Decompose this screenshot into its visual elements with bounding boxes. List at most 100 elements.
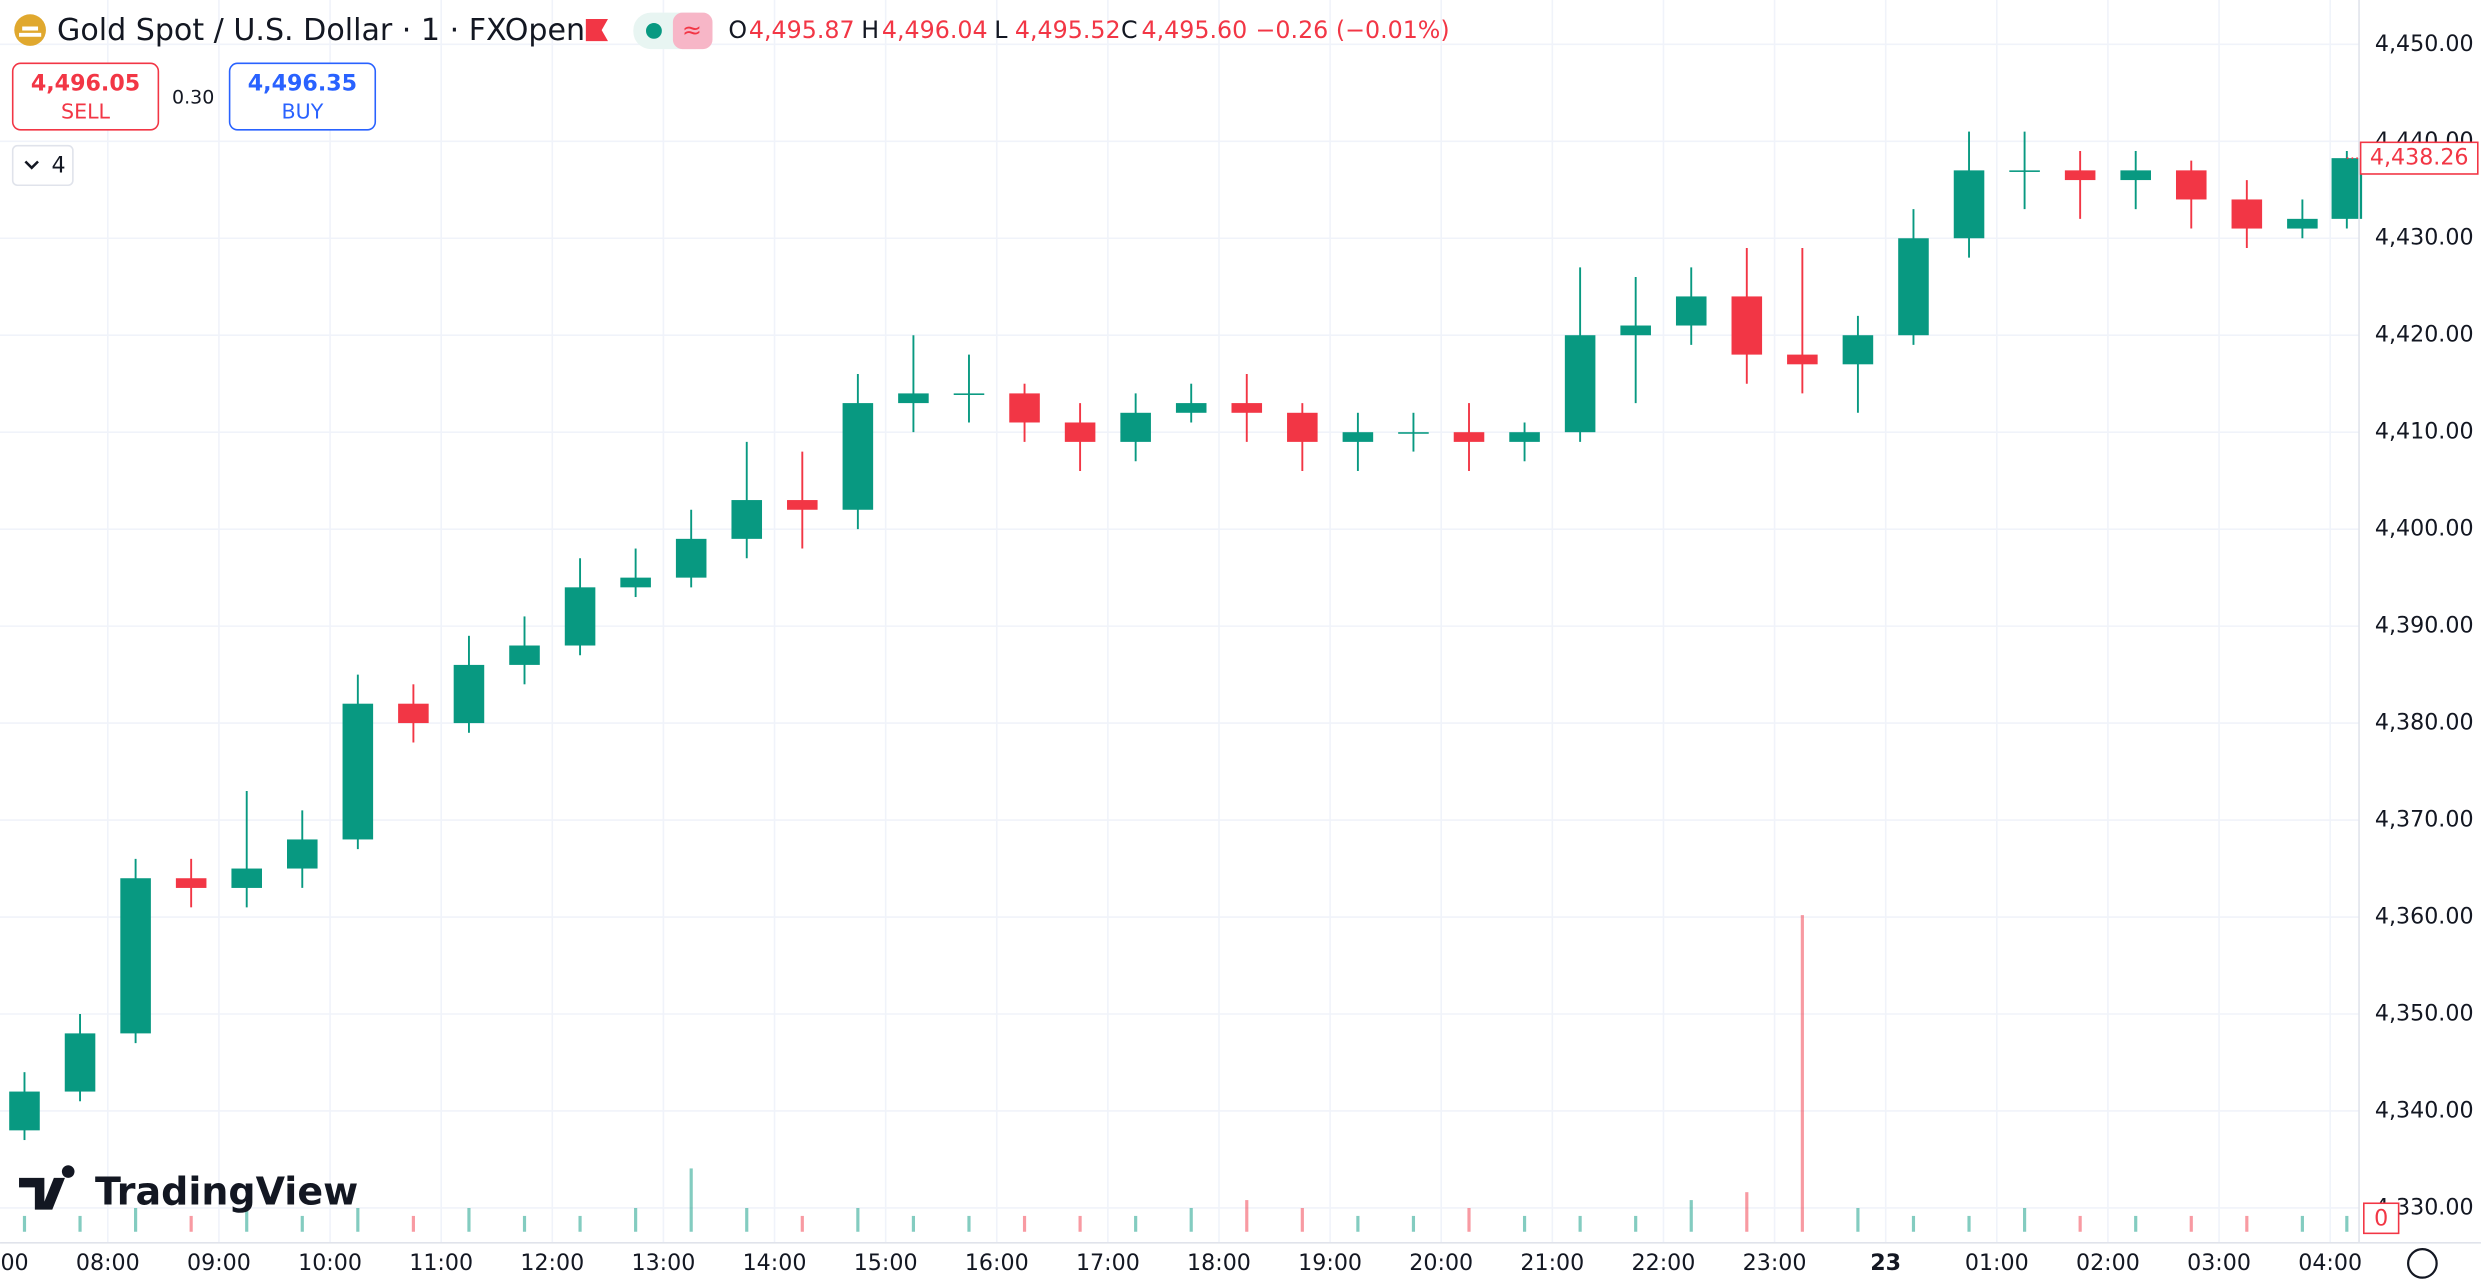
y-tick-label: 4,400.00 — [2375, 516, 2474, 542]
x-tick-label: 09:00 — [187, 1250, 251, 1276]
x-tick-label: 03:00 — [2187, 1250, 2251, 1276]
candle-body — [1787, 354, 1818, 365]
candle-body — [731, 500, 763, 539]
logo-text[interactable]: TradingView — [95, 1169, 358, 1213]
y-tick-label: 4,370.00 — [2375, 807, 2474, 833]
x-tick-label: 12:00 — [520, 1250, 584, 1276]
candle-body — [620, 577, 651, 588]
x-tick-label: 02:00 — [2076, 1250, 2140, 1276]
volume-bar — [245, 1208, 249, 1232]
volume-bar — [689, 1168, 693, 1232]
candle-body — [342, 703, 374, 840]
candle-body — [953, 393, 985, 395]
ohlc-value: 4,495.87 — [749, 16, 855, 44]
ohlc-key: O — [728, 16, 747, 44]
indicators-count: 4 — [52, 153, 66, 179]
candle-body — [2120, 170, 2151, 181]
volume-bar — [911, 1215, 916, 1232]
volume-bar — [1189, 1208, 1193, 1232]
x-tick-label: 13:00 — [631, 1250, 695, 1276]
volume-bar — [2245, 1215, 2249, 1232]
candle-body — [675, 538, 707, 578]
volume-bar — [1689, 1200, 1693, 1232]
candle-body — [398, 703, 429, 724]
buy-button[interactable] — [228, 62, 377, 131]
volume-bar — [467, 1208, 471, 1232]
sell-button[interactable] — [11, 62, 160, 131]
volume-bar — [2134, 1215, 2138, 1232]
candle-body — [1509, 432, 1540, 442]
volume-bar — [522, 1215, 527, 1232]
x-tick-label: 04:00 — [2298, 1250, 2362, 1276]
volume-bar — [1467, 1208, 1471, 1232]
candle-body — [564, 587, 596, 646]
flag-icon[interactable] — [585, 18, 608, 42]
change: −0.26 (−0.01%) — [1256, 16, 1450, 44]
buy-price: 4,496.35 — [248, 70, 357, 96]
candle-body — [787, 500, 818, 510]
candle-body — [1564, 335, 1596, 433]
volume-bar — [1578, 1215, 1582, 1232]
symbol-icon-glyph — [19, 26, 42, 37]
candle-body — [1898, 238, 1929, 336]
candle-body — [509, 645, 540, 665]
volume-bar — [1300, 1208, 1304, 1232]
ohlc-value: 4,496.04 — [882, 16, 988, 44]
volume-bar — [1411, 1215, 1416, 1232]
candle-body — [1175, 403, 1207, 413]
settings-icon[interactable] — [2407, 1248, 2438, 1279]
x-tick-label: 15:00 — [854, 1250, 918, 1276]
y-tick-label: 4,430.00 — [2375, 225, 2474, 251]
volume-bar — [1911, 1215, 1916, 1232]
volume-bar — [1800, 915, 1804, 1232]
volume-bar — [78, 1215, 82, 1232]
candle-body — [1731, 296, 1763, 355]
volume-bar — [2345, 1215, 2349, 1232]
volume-bar — [2189, 1215, 2193, 1232]
volume-bar — [1245, 1200, 1249, 1232]
indicators-toggle[interactable] — [11, 144, 74, 187]
x-tick-label: 16:00 — [965, 1250, 1029, 1276]
candle-body — [231, 868, 262, 888]
chevron — [24, 160, 39, 170]
volume-bar — [2023, 1208, 2027, 1232]
ohlc-key: L — [994, 16, 1008, 44]
x-tick-label: 07:00 — [0, 1250, 29, 1276]
plot-area — [0, 0, 2363, 1243]
x-tick-label: 22:00 — [1632, 1250, 1696, 1276]
volume-bar — [578, 1215, 582, 1232]
status-pill-right — [672, 12, 713, 50]
candle-body — [1453, 432, 1485, 442]
ohlc-key: C — [1121, 16, 1138, 44]
volume-bar — [634, 1208, 638, 1232]
volume-bar — [1356, 1215, 1360, 1232]
volume-bar — [189, 1215, 193, 1232]
ohlc-key: H — [861, 16, 879, 44]
x-tick-label: 01:00 — [1965, 1250, 2029, 1276]
x-tick-label: 18:00 — [1187, 1250, 1251, 1276]
candle-body — [2175, 170, 2207, 200]
candle-body — [1064, 422, 1096, 442]
last-price-label: 4,438.26 — [2370, 145, 2469, 171]
volume-bar — [22, 1215, 27, 1232]
status-dot — [645, 22, 662, 39]
ohlc-value: 4,495.60 — [1142, 16, 1248, 44]
sell-label: SELL — [61, 99, 111, 123]
volume-label: 0 — [2374, 1206, 2388, 1232]
logo-mark — [19, 1165, 75, 1210]
x-tick-label: 20:00 — [1409, 1250, 1473, 1276]
volume-bar — [2300, 1215, 2304, 1232]
volume-bar — [1745, 1192, 1749, 1232]
ohlc-legend: O 4,495.87 H 4,496.04 L 4,495.52 C 4,495.60 — [728, 16, 1247, 44]
volume-bar — [1134, 1215, 1138, 1232]
volume-bar — [134, 1208, 138, 1232]
buy-label: BUY — [282, 99, 324, 123]
y-tick-label: 4,360.00 — [2375, 904, 2474, 930]
candle-body — [2064, 170, 2096, 181]
last-price-box — [2359, 141, 2479, 175]
symbol-title[interactable]: Gold Spot / U.S. Dollar · 1 · FXOpen — [57, 13, 585, 48]
candle-body — [2231, 199, 2263, 229]
x-tick-label: 23:00 — [1743, 1250, 1807, 1276]
candle-body — [1287, 412, 1318, 442]
